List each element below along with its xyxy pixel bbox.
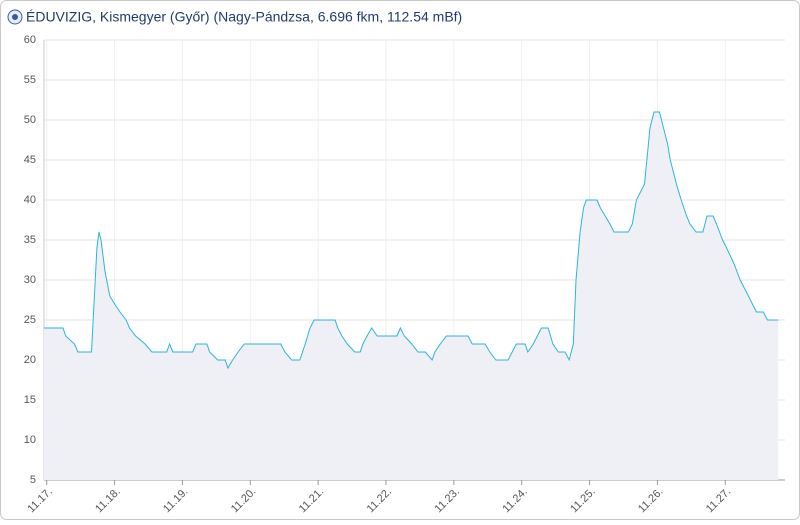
y-tick-label: 55 [24, 74, 36, 86]
chart-title: ÉDUVIZIG, Kismegyer (Győr) (Nagy-Pándzsa… [26, 9, 462, 25]
y-tick-label: 45 [24, 154, 36, 166]
y-tick-label: 20 [24, 354, 36, 366]
y-tick-label: 25 [24, 314, 36, 326]
area [44, 112, 779, 480]
y-tick-label: 40 [24, 194, 36, 206]
y-tick-label: 5 [30, 474, 36, 486]
y-tick-label: 30 [24, 274, 36, 286]
line [44, 111, 779, 370]
y-tick-label: 10 [24, 434, 36, 446]
y-tick-label: 60 [24, 34, 36, 46]
y-tick-label: 15 [24, 394, 36, 406]
logo [7, 9, 23, 25]
y-tick-label: 50 [24, 114, 36, 126]
y-tick-label: 35 [24, 234, 36, 246]
